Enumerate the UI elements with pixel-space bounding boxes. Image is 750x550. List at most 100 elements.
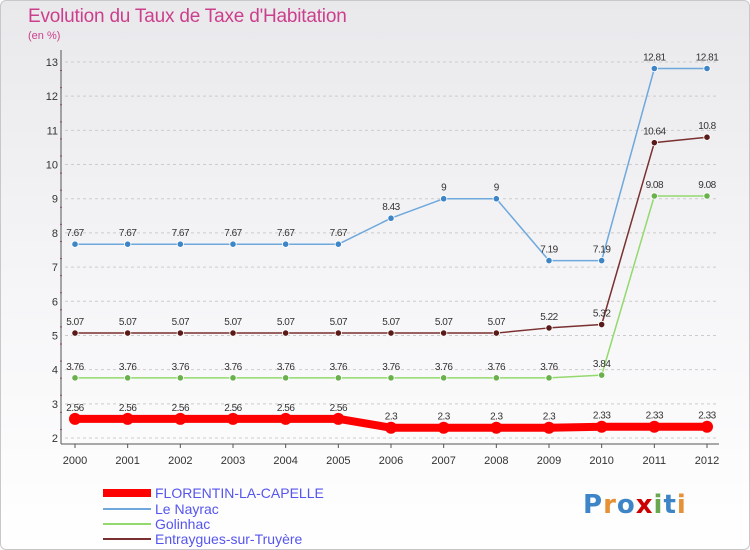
data-label: 2.33 bbox=[698, 411, 716, 422]
data-point bbox=[703, 133, 711, 141]
data-point bbox=[176, 374, 184, 382]
data-point bbox=[598, 371, 606, 379]
data-label: 3.76 bbox=[66, 362, 84, 373]
logo-letter: i bbox=[676, 490, 687, 520]
data-label: 5.22 bbox=[540, 312, 558, 323]
data-point bbox=[71, 240, 79, 248]
data-point bbox=[334, 329, 342, 337]
data-label: 2.56 bbox=[224, 403, 242, 414]
y-tick-label: 4 bbox=[52, 365, 58, 377]
x-tick-label: 2009 bbox=[537, 455, 561, 467]
data-point bbox=[492, 195, 500, 203]
data-label: 3.76 bbox=[224, 362, 242, 373]
x-tick-label: 2000 bbox=[63, 455, 87, 467]
data-label: 9.08 bbox=[646, 180, 664, 191]
data-point bbox=[387, 214, 395, 222]
data-point bbox=[440, 374, 448, 382]
data-label: 5.07 bbox=[488, 317, 506, 328]
data-label: 7.67 bbox=[66, 228, 84, 239]
y-tick-label: 9 bbox=[52, 194, 58, 206]
data-point bbox=[701, 420, 713, 433]
x-tick-label: 2003 bbox=[221, 455, 245, 467]
data-point bbox=[174, 412, 187, 425]
data-point bbox=[703, 64, 711, 73]
data-label: 3.84 bbox=[593, 359, 611, 370]
data-label: 9 bbox=[494, 183, 500, 194]
logo-letter: x bbox=[635, 490, 654, 520]
y-tick-label: 12 bbox=[46, 91, 58, 103]
data-point bbox=[124, 374, 132, 382]
x-tick-label: 2005 bbox=[326, 455, 350, 467]
logo-letter: i bbox=[653, 490, 664, 520]
data-point bbox=[279, 412, 292, 425]
grid-lines bbox=[65, 61, 719, 439]
data-point bbox=[650, 64, 658, 73]
legend-label: Le Nayrac bbox=[155, 501, 219, 517]
data-point bbox=[229, 240, 237, 248]
data-label: 7.67 bbox=[119, 228, 137, 239]
series-line-entraygues bbox=[74, 136, 708, 334]
x-tick-label: 2006 bbox=[379, 455, 403, 467]
data-point bbox=[334, 240, 342, 248]
data-point bbox=[387, 374, 395, 382]
logo-letter: t bbox=[663, 490, 677, 520]
data-point bbox=[124, 329, 132, 337]
data-point bbox=[176, 240, 184, 248]
legend-label: Golinhac bbox=[155, 516, 210, 532]
data-label: 3.76 bbox=[382, 362, 400, 373]
unit-label: (en %) bbox=[28, 30, 61, 42]
data-point bbox=[440, 329, 448, 337]
data-label: 2.33 bbox=[646, 411, 664, 422]
data-label: 5.07 bbox=[435, 317, 453, 328]
data-point bbox=[492, 329, 500, 337]
x-tick-label: 2001 bbox=[115, 455, 139, 467]
x-tick-label: 2008 bbox=[484, 455, 508, 467]
data-label: 2.56 bbox=[277, 403, 295, 414]
data-label: 3.76 bbox=[540, 362, 558, 373]
y-tick-label: 5 bbox=[52, 330, 58, 342]
data-label: 10.64 bbox=[643, 127, 666, 138]
data-point bbox=[229, 329, 237, 337]
data-point bbox=[69, 412, 81, 425]
data-point bbox=[334, 374, 342, 382]
data-label: 2.56 bbox=[66, 403, 84, 414]
data-label: 5.32 bbox=[593, 309, 611, 320]
data-point bbox=[543, 421, 555, 434]
data-point bbox=[492, 374, 500, 382]
data-label: 8.43 bbox=[382, 202, 400, 213]
data-label: 7.67 bbox=[277, 228, 295, 239]
data-label: 9.08 bbox=[698, 180, 716, 191]
y-tick-label: 3 bbox=[52, 399, 58, 411]
data-label: 7.19 bbox=[540, 245, 558, 256]
data-label: 5.07 bbox=[172, 317, 190, 328]
data-label: 3.76 bbox=[119, 362, 137, 373]
data-point bbox=[282, 329, 290, 337]
y-tick-label: 7 bbox=[52, 262, 58, 274]
data-point bbox=[124, 240, 132, 248]
data-labels: 2.56 2.56 2.56 2.56 2.56 2.56 2.3 2.3 2.3 2.3 2.33… bbox=[66, 52, 719, 422]
data-label: 9 bbox=[441, 183, 447, 194]
proxiti-logo: Proxiti bbox=[583, 490, 687, 520]
data-point bbox=[650, 139, 658, 147]
data-point bbox=[332, 412, 345, 425]
data-point bbox=[545, 256, 553, 265]
data-point bbox=[121, 412, 134, 425]
data-label: 5.07 bbox=[119, 317, 137, 328]
logo-letter: r bbox=[603, 490, 617, 520]
data-label: 2.56 bbox=[330, 403, 348, 414]
y-tick-label: 8 bbox=[52, 228, 58, 240]
data-label: 3.76 bbox=[277, 362, 295, 373]
data-point bbox=[71, 329, 79, 337]
data-label: 10.8 bbox=[698, 121, 716, 132]
y-tick-label: 6 bbox=[52, 296, 58, 308]
x-tick-label: 2004 bbox=[273, 455, 297, 467]
data-point bbox=[595, 420, 608, 433]
data-point bbox=[650, 192, 658, 200]
data-label: 3.76 bbox=[172, 362, 190, 373]
data-point bbox=[385, 421, 397, 434]
logo-letter: o bbox=[616, 490, 636, 520]
data-point bbox=[545, 374, 553, 382]
data-point bbox=[437, 421, 450, 434]
